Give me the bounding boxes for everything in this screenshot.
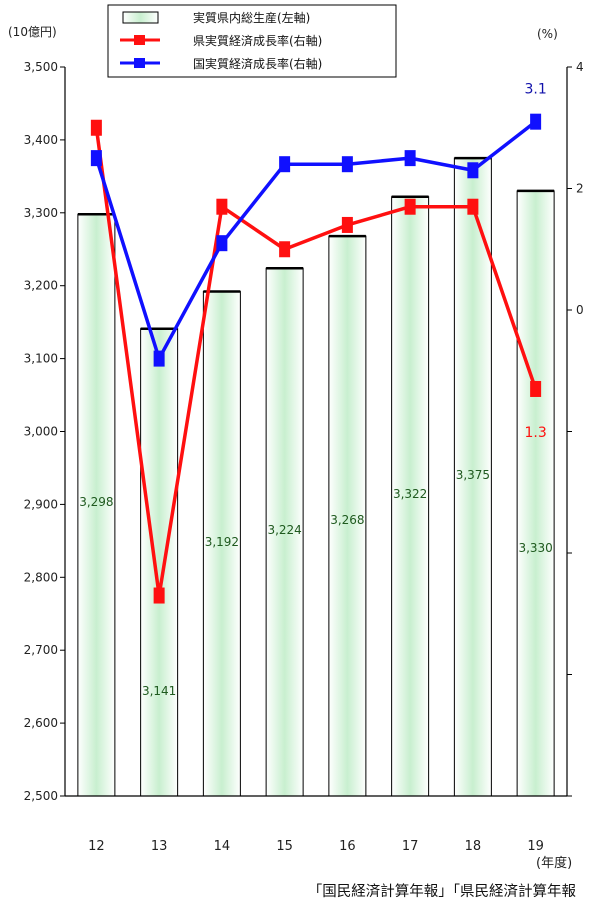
bar-value-label: 3,192 [205, 535, 239, 549]
bar-value-label: 3,141 [142, 684, 176, 698]
x-axis-title: (年度) [536, 855, 572, 871]
national-growth-marker [216, 235, 228, 252]
left-tick-label: 2,600 [24, 716, 58, 730]
right-tick-label: 4 [576, 60, 584, 74]
left-tick-label: 3,200 [24, 279, 58, 293]
left-tick-label: 2,900 [24, 497, 58, 511]
category-label: 18 [465, 839, 482, 854]
national-growth-marker [404, 150, 416, 167]
left-tick-label: 2,700 [24, 643, 58, 657]
category-label: 12 [88, 839, 105, 854]
legend-national-marker [134, 58, 145, 68]
bar-value-label: 3,268 [330, 513, 364, 527]
prefecture-growth-marker [216, 198, 228, 215]
national-growth-marker [530, 113, 542, 130]
bar [140, 328, 179, 797]
left-tick-label: 3,000 [24, 425, 58, 439]
prefecture-growth-marker [530, 380, 542, 397]
legend-bar-swatch [122, 11, 159, 24]
prefecture-growth-line [94, 127, 538, 598]
national-growth-marker [279, 156, 291, 173]
bar [391, 196, 430, 797]
prefecture-growth-marker [467, 198, 479, 215]
national-last-label: 3.1 [524, 82, 546, 98]
bar-value-label: 3,224 [267, 523, 301, 537]
left-tick-label: 3,300 [24, 206, 58, 220]
bar-value-label: 3,322 [393, 487, 427, 501]
legend-bar-label: 実質県内総生産(左軸) [193, 10, 310, 25]
right-tick-label: 0 [576, 303, 584, 317]
national-growth-marker [153, 350, 165, 367]
category-label: 19 [527, 839, 544, 854]
category-label: 15 [276, 839, 293, 854]
prefecture-growth-marker [153, 587, 165, 604]
bar-value-label: 3,298 [79, 495, 113, 509]
national-growth-marker [341, 156, 353, 173]
legend-prefecture-marker [134, 35, 145, 45]
prefecture-last-label: 1.3 [524, 425, 546, 441]
legend-national-label: 国実質経済成長率(右軸) [193, 56, 322, 71]
bar-value-label: 3,330 [518, 541, 552, 555]
national-growth-marker [90, 150, 102, 167]
category-label: 13 [151, 839, 168, 854]
right-axis-unit: (%) [537, 27, 558, 41]
legend: 実質県内総生産(左軸) 県実質経済成長率(右軸) 国実質経済成長率(右軸) [107, 4, 397, 78]
source-note: 「国民経済計算年報」「県民経済計算年報 [307, 884, 576, 900]
prefecture-growth-marker [90, 119, 102, 136]
bar [516, 190, 555, 797]
prefecture-growth-marker [404, 198, 416, 215]
left-tick-label: 3,100 [24, 352, 58, 366]
national-growth-line [94, 120, 537, 361]
right-tick-label: 2 [576, 182, 584, 196]
left-tick-label: 3,500 [24, 60, 58, 74]
left-axis-unit: (10億円) [8, 25, 57, 39]
left-tick-label: 2,500 [24, 789, 58, 803]
prefecture-growth-marker [341, 216, 353, 233]
category-label: 16 [339, 839, 356, 854]
bar-value-label: 3,375 [456, 468, 490, 482]
legend-prefecture-label: 県実質経済成長率(右軸) [193, 33, 322, 48]
prefecture-growth-marker [279, 241, 291, 258]
category-label: 17 [402, 839, 419, 854]
bar [453, 157, 492, 797]
left-tick-label: 2,800 [24, 570, 58, 584]
national-growth-marker [467, 162, 479, 179]
category-label: 14 [214, 839, 231, 854]
left-tick-label: 3,400 [24, 133, 58, 147]
bar [202, 291, 241, 797]
